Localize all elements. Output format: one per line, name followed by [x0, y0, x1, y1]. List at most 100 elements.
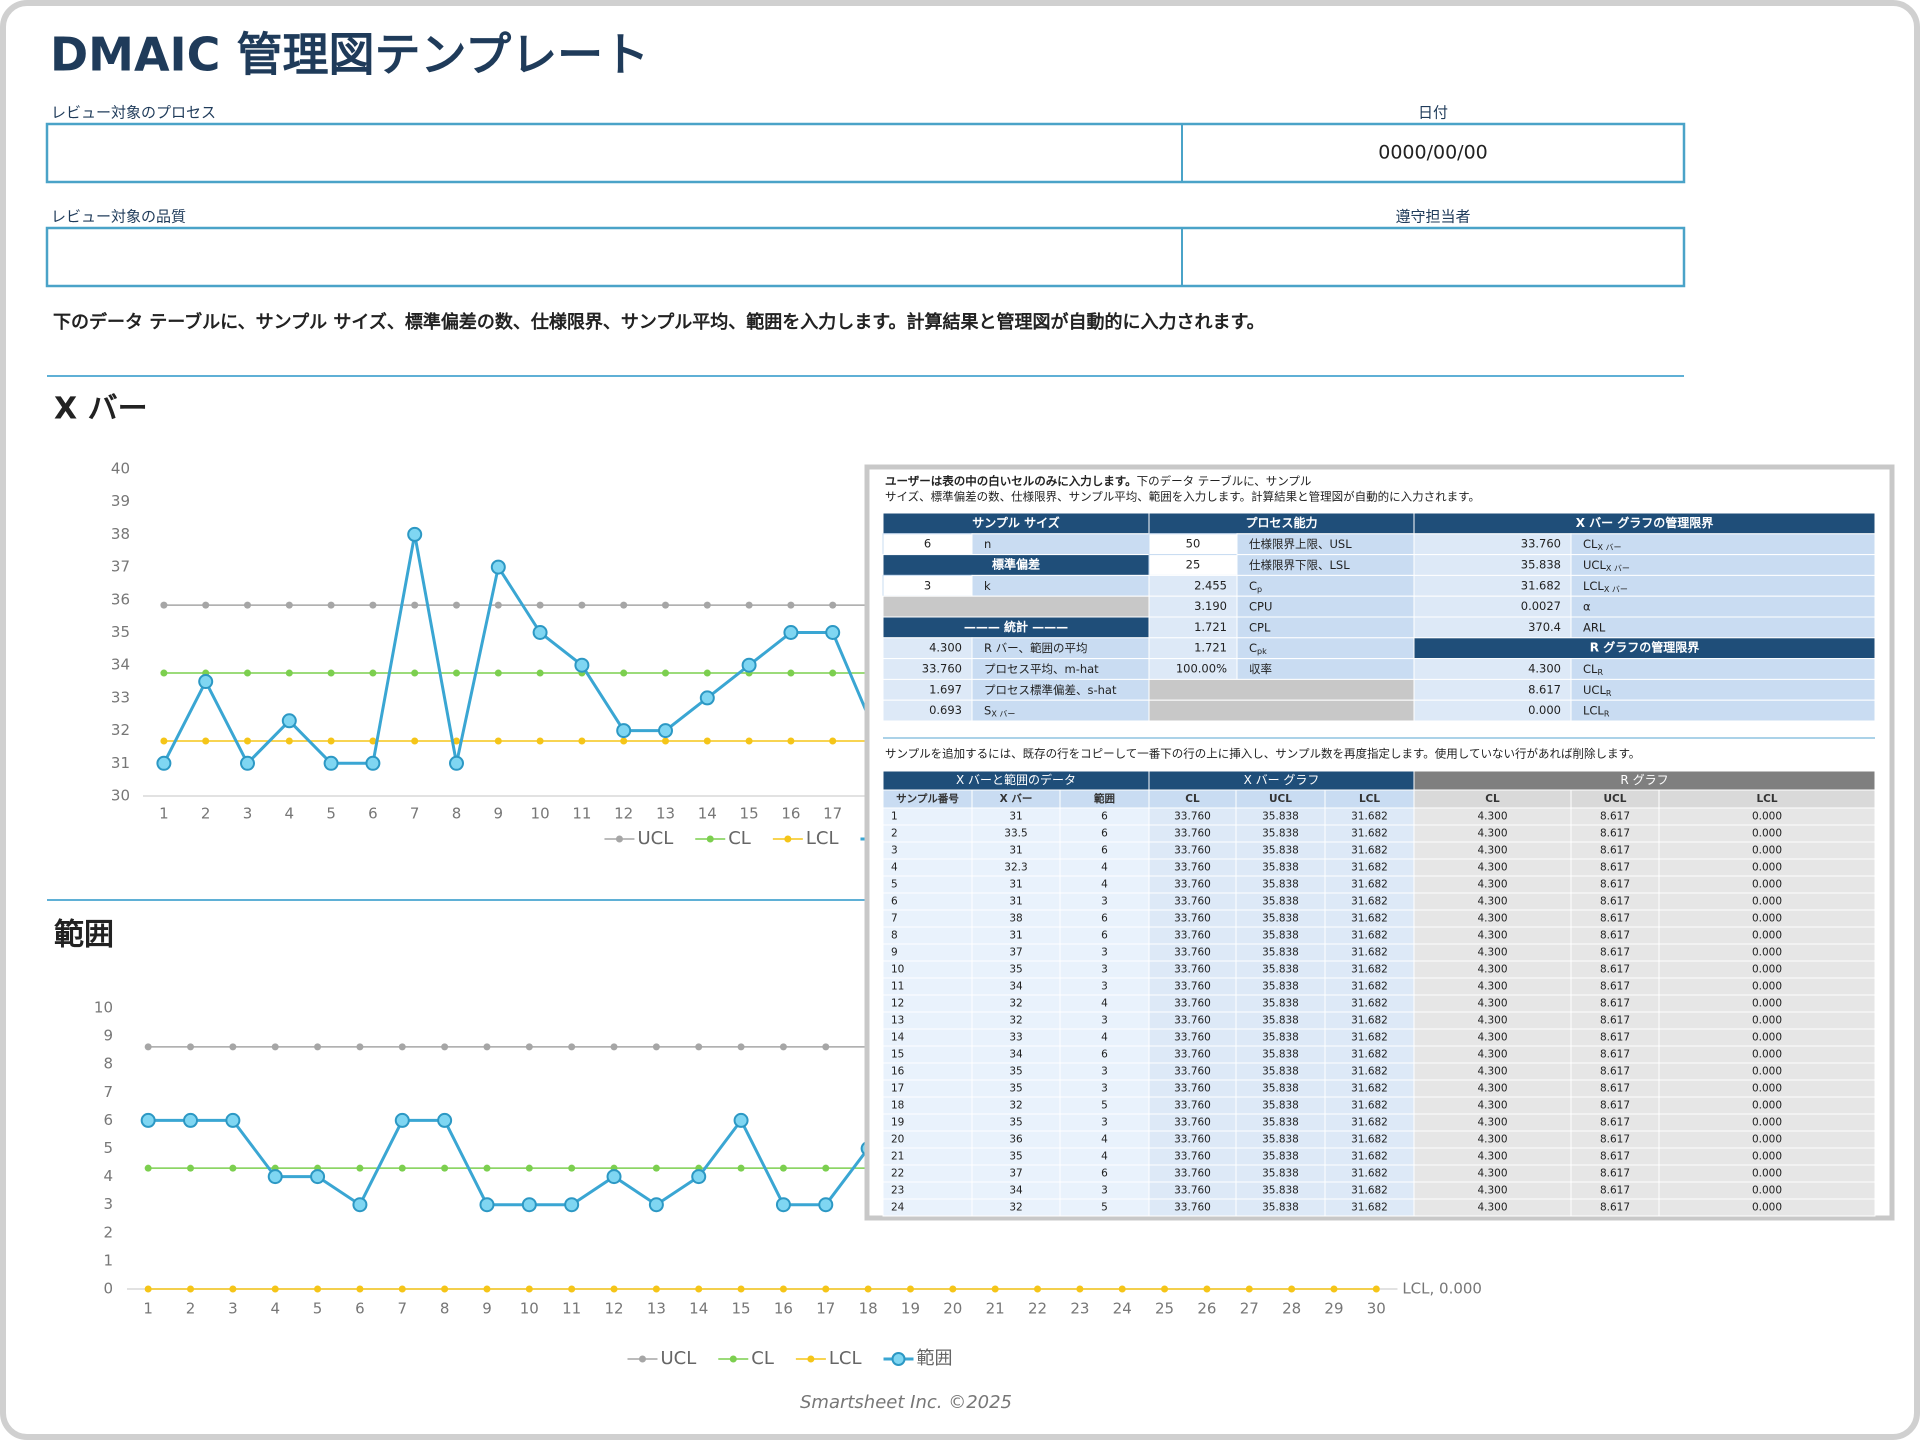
x-tick-label: 30: [1367, 1300, 1386, 1318]
blank-cell: [882, 595, 1150, 618]
cell-text: 0.000: [1752, 1117, 1782, 1129]
quality-box[interactable]: [45, 226, 1686, 288]
cell-text: 8.617: [1600, 1117, 1630, 1129]
cell-text: 0.000: [1752, 1066, 1782, 1078]
cell-text: 35.838: [1262, 930, 1299, 942]
data-point: [394, 1112, 410, 1128]
reference-point: [483, 1285, 491, 1293]
panel-note: サイズ、標準偏差の数、仕様限界、サンプル平均、範囲を入力します。計算結果と管理図…: [885, 490, 1480, 504]
cell-text: 35.838: [1262, 1032, 1299, 1044]
header-text: ——— 統計 ———: [964, 619, 1068, 634]
value-text: 1.721: [1194, 620, 1227, 634]
reference-point: [737, 1043, 745, 1051]
reference-point: [745, 601, 753, 609]
cell-text: 4.300: [1477, 1100, 1507, 1112]
cell-text: 32: [1009, 998, 1022, 1010]
x-tick-label: 21: [986, 1300, 1005, 1318]
cell-text: 10: [891, 964, 904, 976]
reference-point: [620, 669, 628, 677]
y-tick-label: 8: [103, 1055, 113, 1073]
y-tick-label: 37: [111, 558, 130, 576]
x-tick-label: 2: [201, 805, 211, 823]
value-text: 0.693: [929, 703, 962, 717]
reference-point: [703, 669, 711, 677]
cell-text: 35.838: [1262, 1066, 1299, 1078]
cell-text: 6: [1101, 1168, 1108, 1180]
legend-marker: [784, 835, 792, 843]
value-text: 6: [924, 537, 931, 551]
reference-point: [822, 1043, 830, 1051]
y-tick-label: 30: [111, 787, 130, 805]
cell-text: 35.838: [1262, 947, 1299, 959]
reference-point: [568, 1164, 576, 1172]
cell-text: 33.760: [1174, 845, 1211, 857]
x-tick-label: 17: [823, 805, 842, 823]
y-tick-label: 0: [103, 1280, 113, 1298]
y-tick-label: 32: [111, 721, 130, 739]
cell-text: 8.617: [1600, 913, 1630, 925]
cell-text: 32.3: [1004, 862, 1027, 874]
legend-marker: [615, 835, 623, 843]
process-box[interactable]: [45, 122, 1686, 184]
value-text: 4.300: [1528, 662, 1561, 676]
x-tick-label: 18: [859, 1300, 878, 1318]
y-tick-label: 9: [103, 1027, 113, 1045]
legend-marker: [891, 1352, 906, 1366]
cell-text: 3: [1101, 947, 1108, 959]
blank-cell: [1148, 699, 1415, 722]
reference-point: [160, 601, 168, 609]
legend-marker: [729, 1355, 737, 1363]
cell-text: 31: [1009, 930, 1022, 942]
reference-point: [229, 1285, 237, 1293]
label-main: UCL: [1583, 682, 1606, 696]
cell-text: 31.682: [1351, 1100, 1388, 1112]
data-point: [606, 1169, 622, 1185]
label-cell: [971, 574, 1150, 597]
x-tick-label: 25: [1155, 1300, 1174, 1318]
label-sub: R: [1597, 668, 1603, 677]
label-text: 仕様限界下限、LSL: [1249, 558, 1350, 572]
reference-point: [453, 601, 460, 609]
reference-point: [1076, 1285, 1084, 1293]
cell-text: 35.838: [1262, 1202, 1299, 1214]
y-tick-label: 33: [111, 688, 130, 706]
cell-text: 8.617: [1600, 1066, 1630, 1078]
header-text: プロセス能力: [1245, 515, 1317, 530]
group-header-text: X バーと範囲のデータ: [956, 772, 1076, 787]
cell-text: 0.000: [1752, 879, 1782, 891]
reference-point: [949, 1285, 957, 1293]
cell-text: 33: [1009, 1032, 1022, 1044]
data-point: [310, 1169, 326, 1185]
column-header-text: 範囲: [1093, 792, 1115, 805]
column-header-text: LCL: [1359, 793, 1380, 805]
field-value: 0000/00/00: [1378, 142, 1488, 164]
label-main: C: [1249, 641, 1257, 655]
reference-point: [829, 601, 837, 609]
cell-text: 12: [891, 998, 904, 1010]
cell-text: 31.682: [1351, 879, 1388, 891]
reference-point: [229, 1043, 237, 1051]
data-point: [198, 674, 214, 690]
reference-point: [285, 669, 293, 677]
column-header-text: CL: [1185, 793, 1200, 805]
x-tick-label: 4: [270, 1300, 280, 1318]
cell-text: 33.760: [1174, 1100, 1211, 1112]
cell-text: 31.682: [1351, 1185, 1388, 1197]
label-text: n: [984, 537, 991, 551]
field-label: レビュー対象の品質: [51, 208, 186, 226]
reference-point: [398, 1043, 406, 1051]
y-tick-label: 5: [103, 1139, 113, 1157]
reference-point: [703, 601, 711, 609]
reference-point: [1034, 1285, 1042, 1293]
reference-point: [536, 737, 544, 745]
reference-point: [525, 1164, 533, 1172]
cell-text: 4: [1101, 998, 1108, 1010]
chart-title: X バー: [54, 392, 148, 427]
x-tick-label: 8: [452, 805, 462, 823]
data-point: [741, 657, 757, 673]
label-text: プロセス平均、m-hat: [984, 662, 1099, 676]
column-header-text: サンプル番号: [896, 792, 959, 805]
data-point: [733, 1112, 749, 1128]
reference-point: [411, 601, 419, 609]
